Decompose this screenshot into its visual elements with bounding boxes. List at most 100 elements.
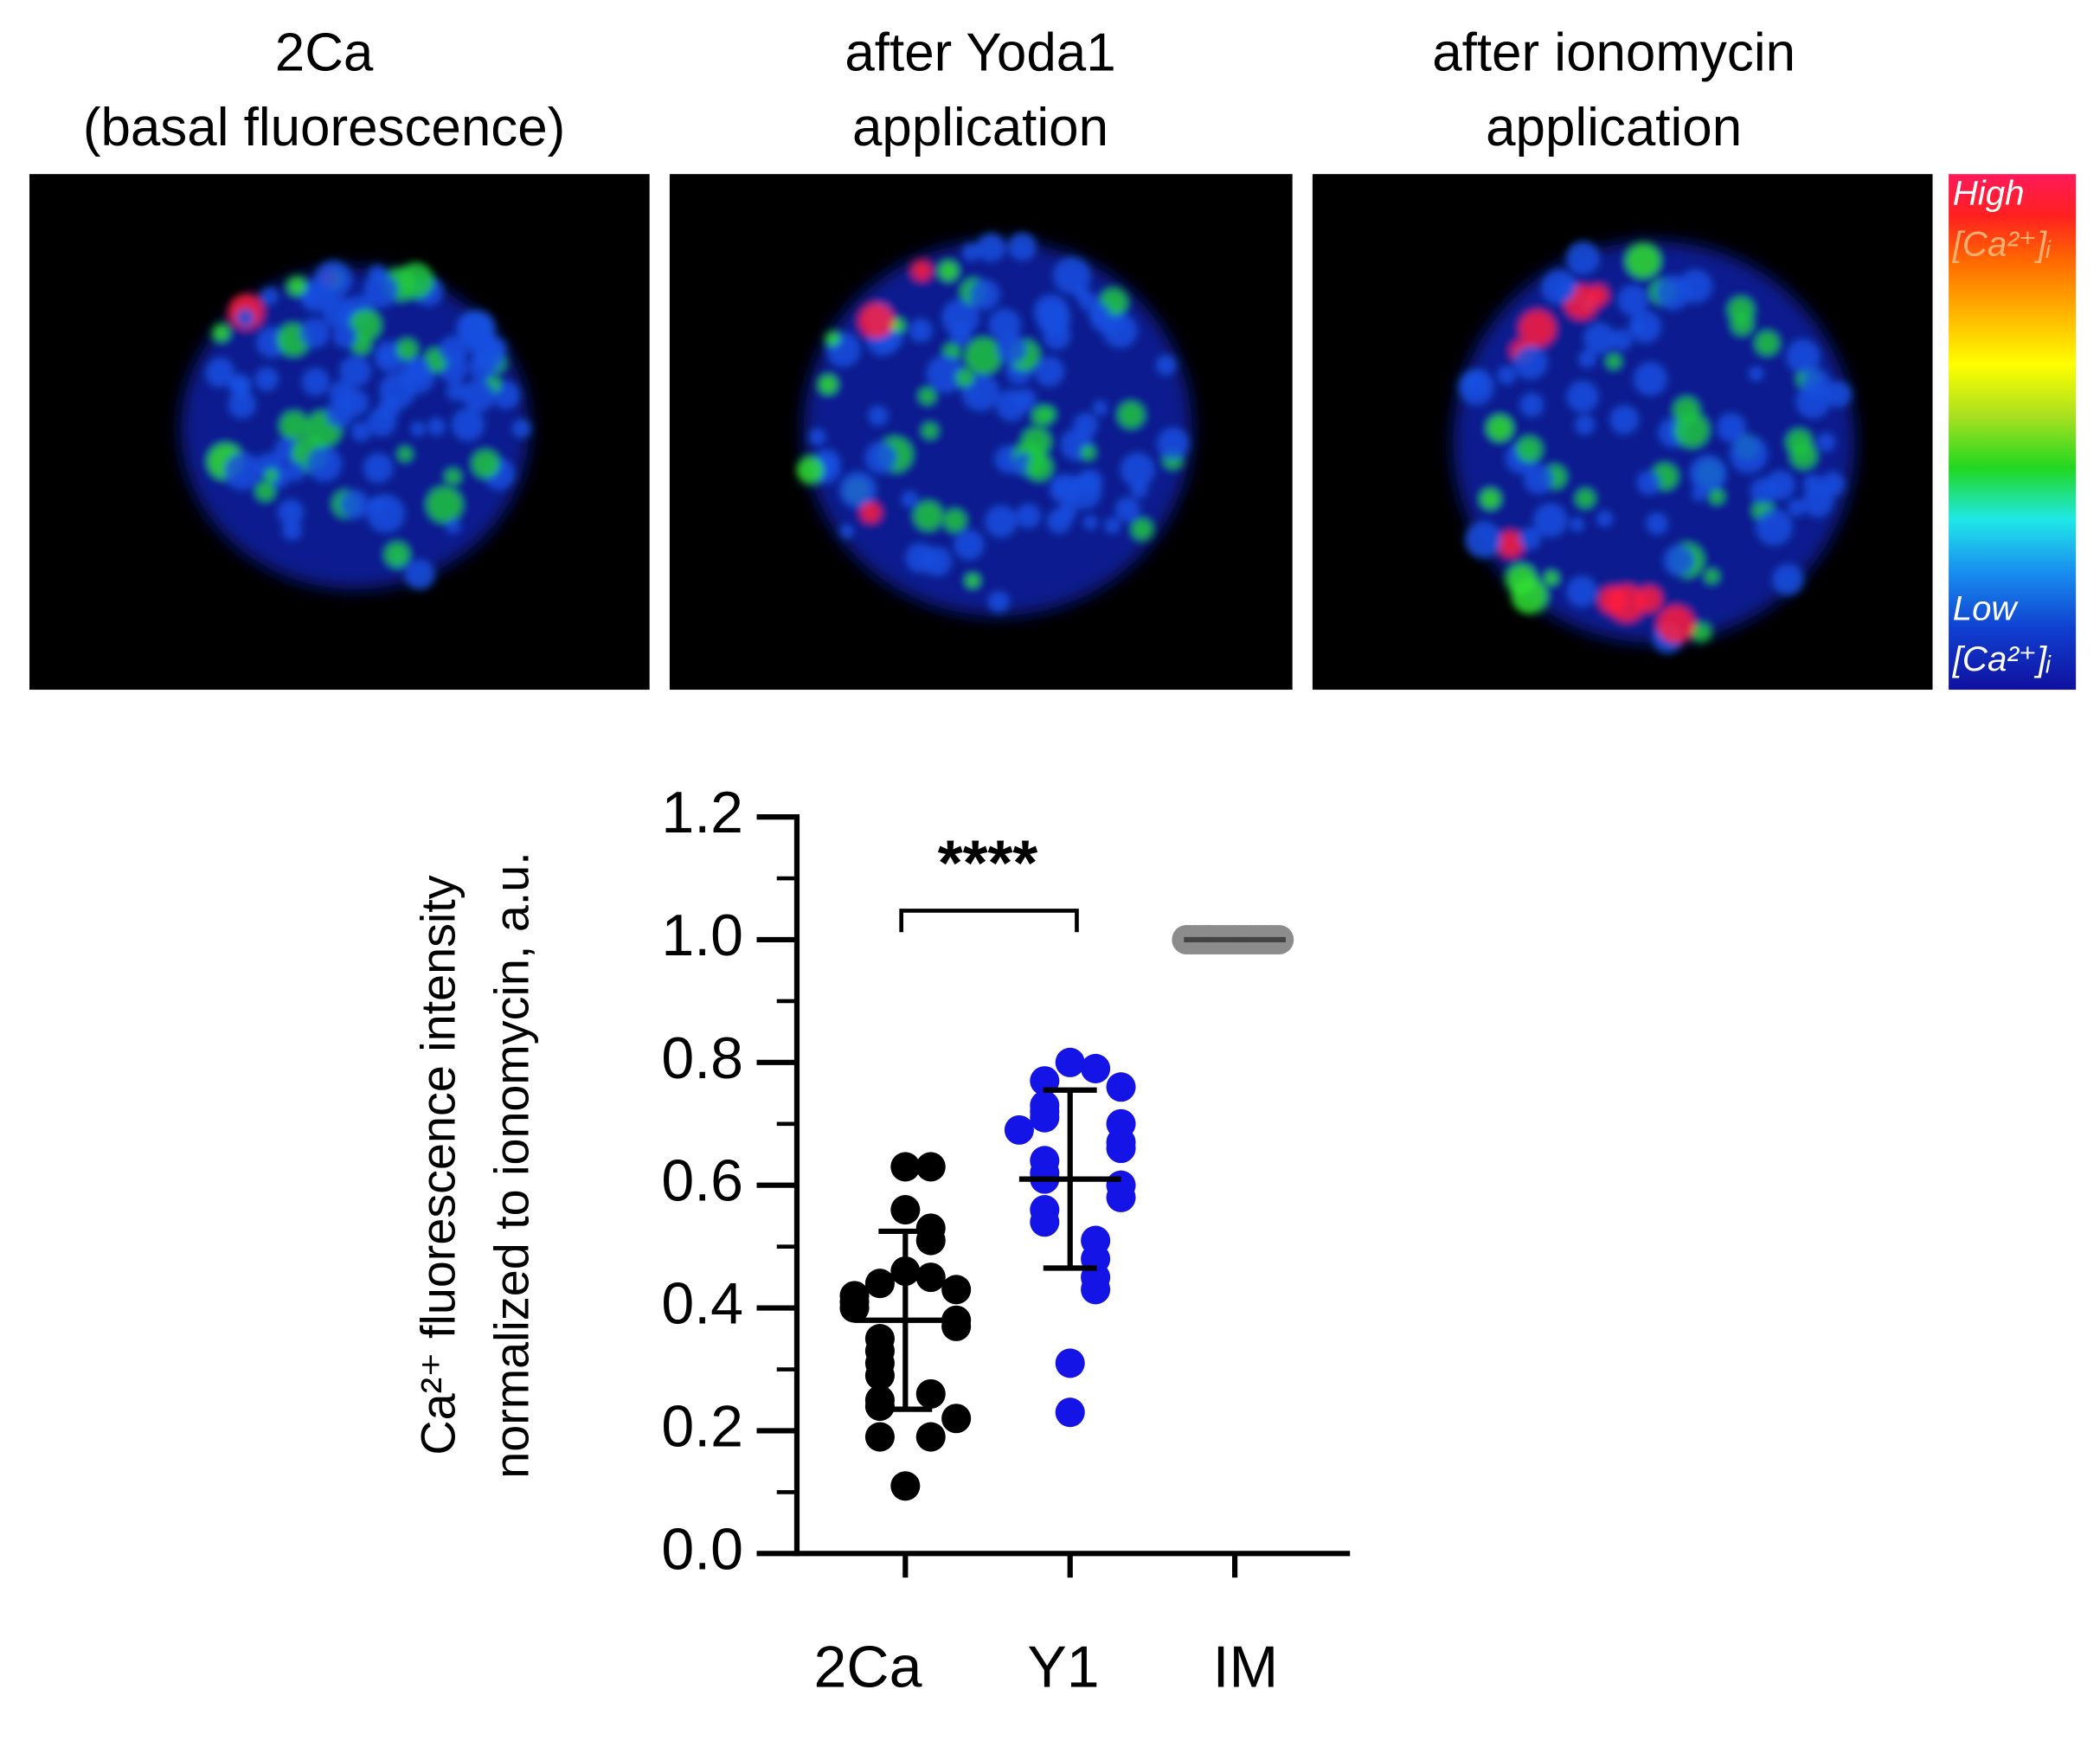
cell-spot xyxy=(325,400,354,428)
data-point xyxy=(915,1152,946,1182)
cell-spot xyxy=(1772,564,1804,595)
cell-spot xyxy=(1074,286,1089,300)
cell-spot xyxy=(1034,294,1069,329)
cell-spot xyxy=(439,336,468,365)
cell-spot xyxy=(860,502,882,523)
cell-spot xyxy=(1821,472,1845,497)
cell-spot xyxy=(858,303,894,338)
colorbar-high: High xyxy=(1953,174,2025,213)
cell-spot xyxy=(1755,331,1779,356)
data-point xyxy=(864,1360,895,1391)
cell-spot xyxy=(1121,453,1155,487)
cell-spot xyxy=(1788,499,1805,517)
cell-spot xyxy=(1016,504,1041,528)
cell-spot xyxy=(976,233,1005,261)
cell-spot xyxy=(1817,433,1835,452)
colorbar-high-unit: [Ca²⁺]ᵢ xyxy=(1952,224,2052,263)
data-point xyxy=(864,1422,895,1452)
cell-spot xyxy=(452,408,485,441)
cell-spot xyxy=(1705,569,1719,584)
cell-spot xyxy=(1103,313,1137,348)
cell-spot xyxy=(287,276,306,296)
cell-spot xyxy=(996,333,1027,364)
cell-spot xyxy=(1709,489,1724,504)
cell-spot xyxy=(1802,486,1833,517)
cell-spot xyxy=(1089,303,1111,324)
data-point xyxy=(1030,1102,1060,1133)
cell-spot xyxy=(1519,310,1556,347)
cell-spot xyxy=(1657,606,1695,644)
cell-spot xyxy=(333,324,357,348)
cell-spot xyxy=(466,327,498,357)
data-point xyxy=(1055,1397,1085,1428)
cell-spot xyxy=(1578,350,1596,368)
y-tick-label: 0.6 xyxy=(661,1148,743,1214)
x-tick-label: IM xyxy=(1213,1635,1279,1700)
cell-spot xyxy=(1617,285,1648,316)
cell-spot xyxy=(1519,393,1544,417)
cell-spot xyxy=(1130,481,1148,498)
data-point xyxy=(1055,1047,1085,1077)
cell-spot xyxy=(911,260,932,281)
cell-spot xyxy=(927,355,965,393)
cell-spot xyxy=(279,411,309,440)
cell-spot xyxy=(367,408,396,436)
cell-spot xyxy=(988,309,1021,341)
x-tick-label: 2Ca xyxy=(814,1635,922,1700)
cell-spot xyxy=(1637,471,1661,495)
cell-spot xyxy=(909,318,933,343)
cell-spot xyxy=(236,308,255,327)
cell-spot xyxy=(427,486,463,523)
cell-spot xyxy=(1506,564,1537,595)
cell-spot xyxy=(943,509,967,532)
cell-spot xyxy=(808,428,825,446)
micrographs xyxy=(29,174,1933,691)
cell-spot xyxy=(1157,427,1190,460)
cell-spot xyxy=(1576,489,1596,508)
cell-spot xyxy=(306,446,342,482)
cell-spot xyxy=(398,446,413,461)
cell-spot xyxy=(966,574,979,588)
cell-spot xyxy=(396,338,418,360)
cell-spot xyxy=(1567,381,1598,413)
cell-spot xyxy=(1519,527,1541,549)
cell-spot xyxy=(839,524,854,539)
cell-spot xyxy=(955,369,974,387)
cell-spot xyxy=(446,518,461,534)
cell-spot xyxy=(411,421,426,436)
cell-spot xyxy=(1498,366,1516,384)
cell-spot xyxy=(840,472,877,509)
data-point xyxy=(839,1293,870,1323)
cell-spot xyxy=(462,379,495,412)
cell-spot xyxy=(1786,339,1821,374)
cell-spot xyxy=(819,375,838,395)
cell-spot xyxy=(1728,297,1754,323)
y-axis-label: normalized to ionomycin, a.u. xyxy=(485,851,539,1478)
cell-spot xyxy=(1570,517,1584,531)
cell-spot xyxy=(1458,369,1494,405)
cell-image xyxy=(796,232,1192,616)
cell-spot xyxy=(255,368,279,391)
cell-spot xyxy=(1598,586,1627,614)
cell-spot xyxy=(1566,575,1597,607)
cell-spot xyxy=(302,368,330,395)
cell-spot xyxy=(380,348,395,363)
y-axis-label: Ca²⁺ fluorescence intensity xyxy=(412,875,466,1455)
y-tick-label: 1.0 xyxy=(661,903,743,968)
cell-spot xyxy=(1749,366,1763,382)
colorbar xyxy=(1949,174,2077,691)
cell-spot xyxy=(962,242,980,261)
data-point xyxy=(864,1391,895,1422)
cell-spot xyxy=(1131,518,1153,540)
cell-spot xyxy=(1118,402,1145,428)
colorbar-low-unit: [Ca²⁺]ᵢ xyxy=(1952,639,2052,678)
cell-spot xyxy=(278,499,304,525)
cell-spot xyxy=(446,381,467,402)
cell-spot xyxy=(868,406,889,426)
cell-spot xyxy=(965,337,1002,375)
cell-spot xyxy=(282,520,302,540)
cell-spot xyxy=(299,318,330,348)
cell-spot xyxy=(406,357,431,382)
cell-spot xyxy=(1801,369,1831,398)
